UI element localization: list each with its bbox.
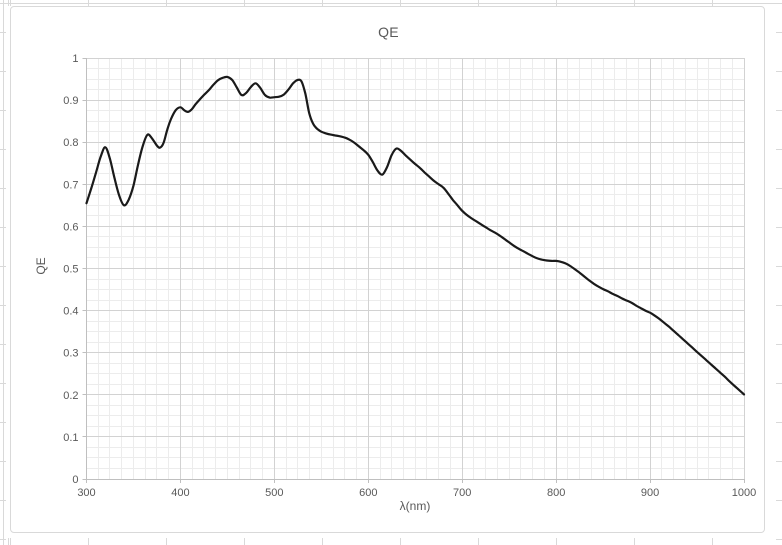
y-axis-title: QE xyxy=(34,257,48,275)
svg-text:0.9: 0.9 xyxy=(63,95,78,107)
svg-text:0.6: 0.6 xyxy=(63,221,78,233)
svg-text:700: 700 xyxy=(453,487,471,499)
svg-text:500: 500 xyxy=(265,487,283,499)
svg-text:0.7: 0.7 xyxy=(63,179,78,191)
worksheet-gridlines-left xyxy=(0,0,6,545)
x-axis-title: λ(nm) xyxy=(399,499,431,513)
svg-text:1000: 1000 xyxy=(732,487,756,499)
svg-text:0: 0 xyxy=(72,474,78,486)
svg-text:0.4: 0.4 xyxy=(63,306,78,318)
svg-text:400: 400 xyxy=(171,487,189,499)
worksheet-gridlines-top xyxy=(0,0,782,6)
worksheet-gridlines-right xyxy=(776,0,782,545)
svg-text:600: 600 xyxy=(359,487,377,499)
svg-text:0.5: 0.5 xyxy=(63,264,78,276)
svg-text:800: 800 xyxy=(547,487,565,499)
svg-text:900: 900 xyxy=(641,487,659,499)
svg-text:0.3: 0.3 xyxy=(63,348,78,360)
svg-text:0.8: 0.8 xyxy=(63,137,78,149)
chart-title: QE xyxy=(378,24,399,40)
svg-text:1: 1 xyxy=(72,53,78,65)
svg-text:300: 300 xyxy=(77,487,95,499)
qe-chart-plot: 300 400 500 600 700 800 900 1000 0 0.1 0.2 0.3 0.4 0.… xyxy=(63,53,756,499)
worksheet-gridlines-bottom xyxy=(0,538,782,545)
svg-text:0.2: 0.2 xyxy=(63,390,78,402)
svg-text:0.1: 0.1 xyxy=(63,432,78,444)
qe-chart-object[interactable]: 300 400 500 600 700 800 900 1000 0 0.1 0.2 0.3 0.4 0.… xyxy=(10,6,765,533)
